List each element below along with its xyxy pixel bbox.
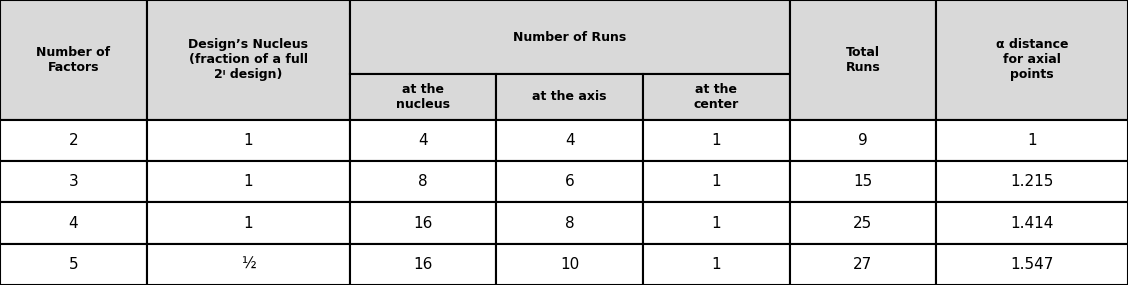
Bar <box>147 161 350 202</box>
Text: 6: 6 <box>565 174 574 189</box>
Text: 16: 16 <box>413 257 433 272</box>
Bar <box>350 120 496 161</box>
Bar <box>496 244 643 285</box>
Bar <box>936 120 1128 161</box>
Text: Number of Runs: Number of Runs <box>513 30 626 44</box>
Text: 15: 15 <box>853 174 873 189</box>
Text: Total
Runs: Total Runs <box>846 46 880 74</box>
Text: 4: 4 <box>565 133 574 148</box>
Bar <box>0 244 147 285</box>
Bar <box>790 0 936 120</box>
Text: 9: 9 <box>858 133 867 148</box>
Bar <box>496 120 643 161</box>
Bar <box>936 0 1128 120</box>
Bar <box>350 202 496 244</box>
Text: 1: 1 <box>712 133 721 148</box>
Bar <box>147 202 350 244</box>
Bar <box>350 74 496 120</box>
Text: 8: 8 <box>565 215 574 231</box>
Text: 2: 2 <box>69 133 78 148</box>
Bar <box>147 120 350 161</box>
Text: 1: 1 <box>712 257 721 272</box>
Text: 5: 5 <box>69 257 78 272</box>
Text: 1: 1 <box>244 133 253 148</box>
Bar <box>790 202 936 244</box>
Text: 25: 25 <box>853 215 873 231</box>
Bar <box>936 202 1128 244</box>
Text: 1: 1 <box>244 215 253 231</box>
Text: 10: 10 <box>559 257 580 272</box>
Text: 1.547: 1.547 <box>1011 257 1054 272</box>
Text: 1: 1 <box>244 174 253 189</box>
Bar <box>0 161 147 202</box>
Bar <box>147 244 350 285</box>
Text: 1: 1 <box>1028 133 1037 148</box>
Bar <box>0 202 147 244</box>
Text: 16: 16 <box>413 215 433 231</box>
Text: Design’s Nucleus
(fraction of a full
2ᵎ design): Design’s Nucleus (fraction of a full 2ᵎ … <box>188 38 308 81</box>
Bar <box>643 74 790 120</box>
Text: ½: ½ <box>240 257 256 272</box>
Text: 27: 27 <box>853 257 873 272</box>
Bar <box>790 244 936 285</box>
Bar <box>936 161 1128 202</box>
Bar <box>496 74 643 120</box>
Text: 3: 3 <box>69 174 78 189</box>
Text: Number of
Factors: Number of Factors <box>36 46 111 74</box>
Text: at the
nucleus: at the nucleus <box>396 83 450 111</box>
Bar <box>496 202 643 244</box>
Bar <box>496 161 643 202</box>
Bar <box>936 244 1128 285</box>
Bar <box>790 161 936 202</box>
Bar <box>350 244 496 285</box>
Bar <box>643 202 790 244</box>
Text: 1.215: 1.215 <box>1011 174 1054 189</box>
Bar <box>0 0 147 120</box>
Bar <box>350 161 496 202</box>
Text: 8: 8 <box>418 174 428 189</box>
Text: 1: 1 <box>712 174 721 189</box>
Text: 1.414: 1.414 <box>1011 215 1054 231</box>
Text: α distance
for axial
points: α distance for axial points <box>996 38 1068 81</box>
Bar <box>790 120 936 161</box>
Text: 4: 4 <box>69 215 78 231</box>
Text: 1: 1 <box>712 215 721 231</box>
Text: 4: 4 <box>418 133 428 148</box>
Text: at the
center: at the center <box>694 83 739 111</box>
Bar <box>350 0 790 74</box>
Text: at the axis: at the axis <box>532 90 607 103</box>
Bar <box>147 0 350 120</box>
Bar <box>643 244 790 285</box>
Bar <box>643 120 790 161</box>
Bar <box>643 161 790 202</box>
Bar <box>0 120 147 161</box>
